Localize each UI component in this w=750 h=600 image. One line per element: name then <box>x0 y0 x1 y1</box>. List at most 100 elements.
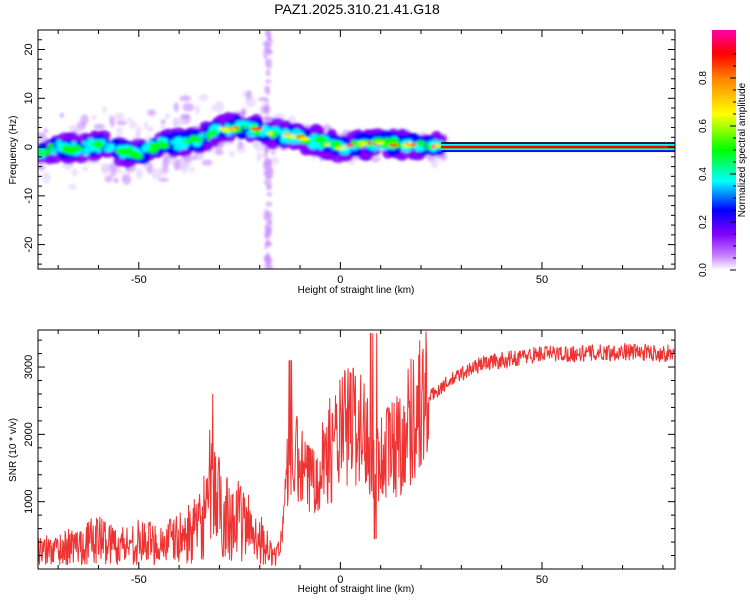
spectral-blob <box>210 105 216 111</box>
spectral-blob <box>265 69 271 77</box>
spectral-blob <box>265 79 272 84</box>
spectral-blob <box>389 136 398 145</box>
spectral-blob <box>72 145 83 152</box>
spectral-blob <box>221 128 232 132</box>
spectral-blob <box>366 141 372 145</box>
colorbar-ticks: 0.0 0.2 0.4 0.6 0.8 <box>698 53 736 277</box>
spectral-blob <box>101 105 107 114</box>
tone-band-stripe <box>441 151 675 153</box>
x-tick-label: -50 <box>131 574 147 586</box>
spectrogram-x-ticks: -50 0 50 <box>57 30 664 286</box>
spectral-blob <box>160 123 166 130</box>
spectral-blob <box>116 168 122 174</box>
spectral-blob <box>194 104 201 115</box>
spectral-blob <box>265 201 273 207</box>
spectral-blob <box>180 162 189 174</box>
spectral-blob <box>55 139 63 148</box>
spectral-blob <box>231 127 236 131</box>
snr-y-label: SNR (10 * v/v) <box>8 418 19 482</box>
spectral-blob <box>198 94 209 102</box>
spectral-blob <box>238 141 243 150</box>
spectral-blob <box>267 242 273 247</box>
spectral-blob <box>182 103 195 112</box>
x-tick-label: -50 <box>131 274 147 286</box>
spectral-blob <box>179 95 192 102</box>
spectrogram-frame <box>37 29 676 270</box>
spectral-blob <box>84 144 96 153</box>
figure-title: PAZ1.2025.310.21.41.G18 <box>274 1 440 17</box>
y-tick-label: 0 <box>23 144 35 150</box>
spectral-blob <box>173 159 181 171</box>
spectral-blob <box>357 141 365 145</box>
spectral-blob <box>173 116 178 128</box>
spectral-blob <box>330 142 341 148</box>
spectral-blob <box>158 177 169 182</box>
spectral-blob <box>267 30 272 42</box>
spectral-blob <box>116 149 126 156</box>
colorbar-tick-label: 0.2 <box>698 215 709 229</box>
y-tick-label: 2000 <box>23 422 35 446</box>
spectral-blob <box>264 85 270 94</box>
spectral-blob <box>425 144 432 151</box>
tone-band-stripe <box>441 144 675 146</box>
spectral-blob <box>197 132 207 139</box>
spectral-blob <box>430 157 439 169</box>
spectral-blob <box>147 109 156 117</box>
spectral-blob <box>375 141 385 145</box>
spectral-blob <box>266 166 274 174</box>
snr-x-ticks: -50 0 50 <box>57 330 664 586</box>
spectral-blob <box>271 156 279 166</box>
spectral-blob <box>211 128 218 137</box>
spectral-blob <box>149 142 160 148</box>
spectral-blob <box>80 114 89 125</box>
spectral-blob <box>214 148 224 156</box>
spectral-blob <box>265 98 269 104</box>
x-tick-label: 50 <box>536 574 548 586</box>
spectrogram-y-label: Frequency (Hz) <box>8 116 19 185</box>
spectrogram-tone-band <box>441 142 675 153</box>
x-tick-label: 50 <box>536 274 548 286</box>
spectral-blob <box>228 150 236 157</box>
tone-band-stripe <box>441 148 675 151</box>
spectral-blob <box>266 49 273 56</box>
spectral-blob <box>81 140 89 147</box>
spectral-blob <box>110 115 115 128</box>
spectral-blob <box>401 144 409 148</box>
snr-frame <box>37 329 676 570</box>
spectral-blob <box>266 191 272 197</box>
spectral-blob <box>114 112 125 122</box>
spectral-blob <box>370 154 382 161</box>
colorbar-tick-label: 0.6 <box>698 119 709 133</box>
y-tick-label: 10 <box>23 92 35 104</box>
spectral-blob <box>395 151 409 161</box>
tone-band-core <box>441 145 675 149</box>
spectral-blob <box>101 165 110 175</box>
spectral-blob <box>135 168 143 179</box>
spectral-blob <box>268 220 273 226</box>
colorbar-tick-label: 0.0 <box>698 263 709 277</box>
spectral-blob <box>388 143 399 147</box>
spectral-blob <box>131 151 139 157</box>
colorbar-label: Normalized spectral amplitude <box>737 82 748 217</box>
spectral-blob <box>144 121 149 130</box>
spectral-blob <box>264 169 269 180</box>
spectral-blob <box>104 175 113 183</box>
spectral-blob <box>244 97 257 108</box>
snr-series-line <box>38 331 675 566</box>
spectral-blob <box>122 174 132 185</box>
spectral-blob <box>262 160 269 171</box>
colorbar-tick-label: 0.4 <box>698 167 709 181</box>
x-tick-label: 0 <box>337 274 343 286</box>
y-tick-label: 20 <box>23 43 35 55</box>
spectral-blob <box>151 168 163 181</box>
spectral-blob <box>113 178 118 183</box>
spectral-blob <box>68 124 80 133</box>
spectral-blob <box>264 261 268 269</box>
y-tick-label: 3000 <box>23 355 35 379</box>
spectral-blob <box>263 209 270 222</box>
y-tick-label: -20 <box>23 237 35 253</box>
spectral-blob <box>71 168 78 177</box>
spectrogram-y-ticks: -20 -10 0 10 20 <box>23 29 675 265</box>
spectral-blob <box>263 104 271 116</box>
spectral-blob <box>82 166 89 172</box>
